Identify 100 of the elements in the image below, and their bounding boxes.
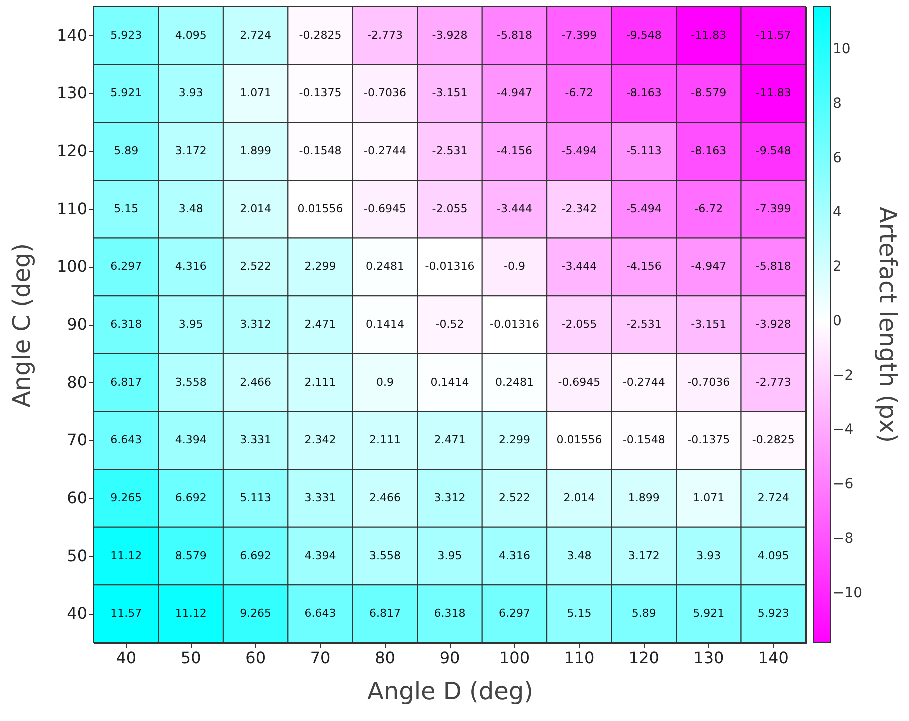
- x-tick-label: 60: [246, 648, 266, 668]
- data-label: 0.2481: [495, 376, 534, 389]
- data-label: 0.01556: [298, 202, 344, 216]
- y-tick-label: 90: [67, 315, 88, 334]
- x-tick-label: 40: [116, 648, 137, 668]
- data-label: -2.773: [368, 28, 404, 42]
- data-label: 5.15: [567, 607, 592, 620]
- data-label: -5.494: [626, 202, 662, 216]
- data-label: -5.818: [756, 260, 792, 274]
- data-label: -0.2744: [622, 376, 666, 389]
- data-label: -2.055: [562, 318, 598, 331]
- data-label: -3.928: [756, 318, 792, 331]
- data-label: 11.57: [110, 607, 142, 620]
- data-label: -0.2825: [752, 434, 795, 447]
- x-tick-label: 100: [499, 648, 530, 668]
- data-label: -4.156: [496, 144, 532, 158]
- data-label: 2.342: [304, 434, 336, 447]
- color-bar-label: 8: [833, 96, 842, 112]
- data-label: 2.014: [564, 491, 596, 504]
- y-tick-label: 50: [67, 546, 88, 566]
- y-tick-label: 40: [67, 604, 88, 624]
- data-label: -2.531: [432, 144, 468, 158]
- color-bar-label: −4: [833, 422, 854, 438]
- data-label: 3.93: [178, 86, 204, 100]
- data-label: 3.558: [370, 549, 402, 562]
- data-label: 5.89: [632, 607, 656, 620]
- data-label: -9.548: [756, 144, 792, 158]
- data-label: 2.111: [304, 376, 336, 389]
- data-label: 3.172: [175, 144, 207, 158]
- data-label: 2.014: [240, 202, 272, 216]
- data-label: 1.071: [240, 86, 272, 100]
- data-label: -3.444: [496, 202, 532, 216]
- data-label: -0.52: [436, 318, 464, 331]
- data-label: -0.2744: [364, 144, 407, 158]
- y-tick-label: 120: [56, 142, 88, 161]
- data-label: 2.522: [498, 491, 530, 504]
- data-label: 11.12: [175, 607, 207, 620]
- data-label: 2.111: [370, 434, 402, 447]
- data-label: 4.095: [758, 549, 790, 562]
- x-axis-title: Angle D (deg): [368, 678, 534, 706]
- data-label: 6.692: [175, 491, 207, 504]
- data-label: -0.7036: [688, 376, 730, 389]
- data-label: -5.818: [496, 28, 532, 42]
- data-label: -8.163: [626, 86, 662, 100]
- data-label: -0.9: [504, 260, 526, 274]
- data-label: 0.2481: [366, 260, 405, 274]
- data-label: 3.172: [628, 549, 660, 562]
- data-label: 6.817: [110, 376, 142, 389]
- data-label: 3.95: [438, 549, 462, 562]
- color-bar-label: −10: [833, 585, 863, 602]
- data-label: 2.471: [434, 434, 466, 447]
- data-label: -0.01316: [490, 318, 540, 331]
- data-label: -8.163: [691, 144, 727, 158]
- data-label: 4.394: [304, 549, 336, 562]
- y-tick-label: 100: [56, 257, 88, 276]
- data-label: -11.83: [756, 86, 792, 100]
- y-tick-label: 70: [67, 430, 88, 450]
- data-label: 3.558: [175, 376, 207, 389]
- color-bar-label: −2: [833, 368, 854, 384]
- color-bar-label: 6: [833, 150, 842, 166]
- x-tick-label: 90: [440, 648, 460, 668]
- data-label: -3.151: [691, 318, 727, 331]
- data-label: -0.1548: [622, 434, 666, 447]
- color-bar-label: −8: [833, 530, 854, 547]
- y-axis-title: Angle C (deg): [8, 243, 36, 408]
- data-label: 6.643: [110, 434, 142, 447]
- data-label: 4.095: [175, 28, 207, 42]
- x-tick-label: 130: [694, 648, 724, 668]
- data-label: -0.6945: [364, 202, 407, 216]
- data-label: 5.15: [114, 202, 139, 216]
- data-label: 1.899: [240, 144, 272, 158]
- data-label: -4.947: [496, 86, 532, 100]
- data-label: -0.01316: [425, 260, 475, 274]
- data-label: 6.643: [304, 607, 336, 620]
- data-label: 6.297: [498, 607, 530, 620]
- data-label: 3.312: [240, 318, 272, 331]
- data-label: 9.265: [240, 607, 272, 620]
- y-tick-label: 80: [67, 372, 88, 392]
- color-bar-label: 4: [833, 204, 842, 221]
- data-label: -0.7036: [364, 86, 407, 100]
- color-bar-label: −6: [833, 476, 854, 493]
- data-label: 2.471: [304, 318, 336, 331]
- data-label: -2.531: [626, 318, 662, 331]
- data-label: -0.1375: [299, 86, 342, 100]
- data-label: -6.72: [694, 202, 724, 216]
- color-bar-label: 10: [833, 42, 851, 58]
- x-tick-label: 140: [758, 648, 789, 668]
- data-label: 3.95: [178, 318, 204, 331]
- data-label: 3.48: [178, 202, 204, 216]
- data-label: 0.1414: [366, 318, 405, 331]
- data-label: 0.1414: [430, 376, 470, 389]
- data-label: -7.399: [562, 28, 598, 42]
- data-label: 3.331: [240, 434, 272, 447]
- data-label: -0.2825: [299, 28, 342, 42]
- data-label: -9.548: [626, 28, 662, 42]
- data-label: -7.399: [756, 202, 792, 216]
- data-label: -5.113: [626, 144, 662, 158]
- data-label: 5.923: [110, 28, 142, 42]
- data-label: 6.692: [240, 549, 272, 562]
- data-label: 2.299: [498, 434, 530, 447]
